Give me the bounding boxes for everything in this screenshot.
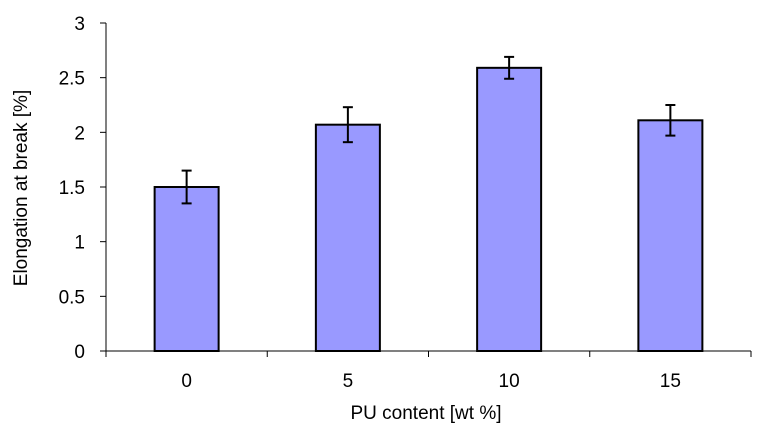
- y-tick-label: 2: [74, 123, 85, 144]
- y-tick-label: 3: [74, 14, 85, 35]
- x-tick-label: 5: [343, 371, 354, 392]
- bar: [637, 119, 704, 352]
- x-tick-label: 15: [660, 371, 681, 392]
- bar: [153, 186, 220, 352]
- y-tick-label: 1.5: [59, 178, 85, 199]
- x-axis-ticks: 0 5 10 15: [105, 351, 752, 392]
- y-tick-label: 1: [74, 233, 85, 254]
- x-tick-label: 10: [499, 371, 520, 392]
- bar: [314, 123, 381, 353]
- y-tick-label: 2.5: [59, 69, 85, 90]
- y-axis-ticks: 0 0.5 1 1.5 2 2.5 3: [59, 14, 106, 363]
- x-axis-title: PU content [wt %]: [350, 403, 501, 424]
- x-tick-label: 0: [181, 371, 192, 392]
- y-tick-label: 0.5: [59, 287, 85, 308]
- y-axis-title: Elongation at break [%]: [11, 90, 32, 286]
- error-bars-layer: [181, 55, 676, 205]
- bar: [476, 66, 543, 353]
- bars-layer: [153, 66, 704, 353]
- y-tick-label: 0: [74, 342, 85, 363]
